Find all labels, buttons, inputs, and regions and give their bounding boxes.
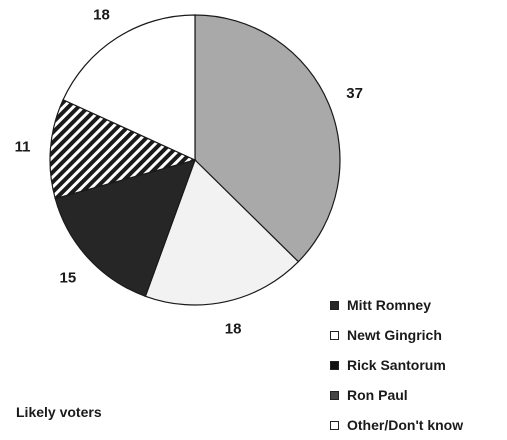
pie-slice-santorum bbox=[54, 159, 196, 298]
slice-value-label-romney: 37 bbox=[346, 85, 363, 102]
legend-label: Mitt Romney bbox=[347, 297, 431, 313]
legend-swatch bbox=[330, 330, 339, 340]
legend-label: Newt Gingrich bbox=[347, 327, 442, 343]
legend-item-santorum: Rick Santorum bbox=[330, 350, 507, 380]
slice-value-label-other: 18 bbox=[93, 7, 110, 24]
pie-slice-paul bbox=[49, 98, 197, 200]
legend: Mitt Romney Newt Gingrich Rick Santorum … bbox=[330, 290, 507, 440]
pie-slice-romney bbox=[194, 14, 341, 263]
legend-item-paul: Ron Paul bbox=[330, 380, 507, 410]
slice-value-label-santorum: 15 bbox=[60, 269, 77, 286]
pie-slice-gingrich bbox=[144, 158, 300, 306]
legend-item-other: Other/Don't know bbox=[330, 410, 507, 440]
legend-swatch bbox=[330, 360, 339, 370]
legend-swatch bbox=[330, 390, 339, 400]
legend-label: Other/Don't know bbox=[347, 417, 464, 433]
pie-chart: 37 18 15 11 18 bbox=[15, 7, 363, 338]
legend-swatch bbox=[330, 420, 339, 430]
legend-label: Rick Santorum bbox=[347, 357, 446, 373]
legend-item-gingrich: Newt Gingrich bbox=[330, 320, 507, 350]
pie-slice-other bbox=[62, 14, 196, 161]
slice-value-label-paul: 11 bbox=[15, 138, 31, 155]
slice-value-label-gingrich: 18 bbox=[225, 321, 242, 338]
legend-swatch bbox=[330, 300, 339, 310]
legend-item-romney: Mitt Romney bbox=[330, 290, 507, 320]
footnote: Likely voters bbox=[16, 404, 102, 420]
legend-label: Ron Paul bbox=[347, 387, 408, 403]
